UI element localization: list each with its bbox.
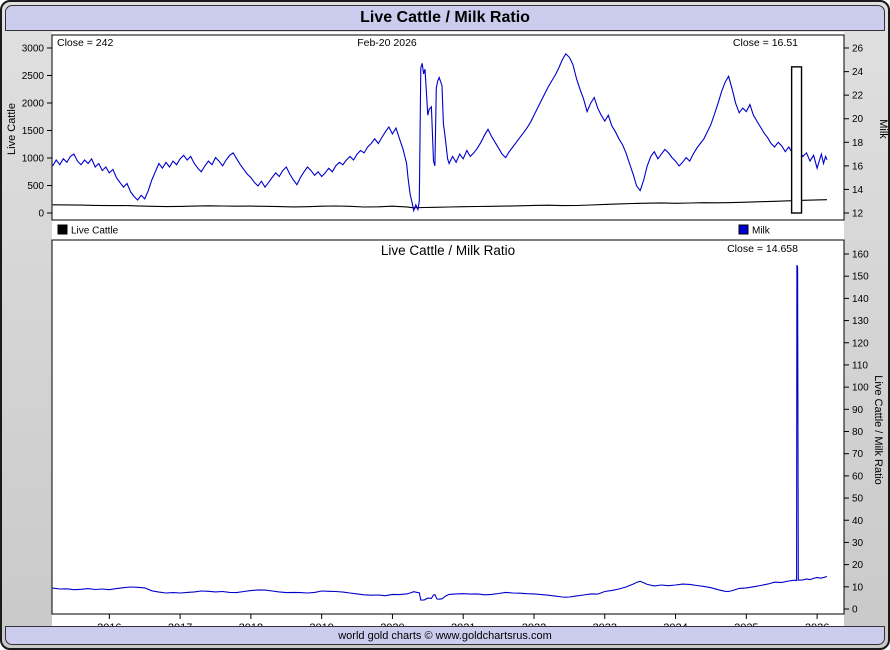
cattle-close-annotation: Close = 242 xyxy=(57,37,113,49)
milk-close-annotation: Close = 16.51 xyxy=(733,37,798,49)
y-axis-tick-label: 100 xyxy=(852,383,869,394)
y-axis-tick-label: 14 xyxy=(852,185,864,196)
y-axis-tick-label: 70 xyxy=(852,449,864,460)
y-axis-tick-label: 2000 xyxy=(22,99,45,110)
y-axis-tick-label: 20 xyxy=(852,560,864,571)
y-axis-tick-label: 10 xyxy=(852,582,864,593)
legend-swatch-live-cattle xyxy=(57,224,68,235)
y-axis-tick-label: 1500 xyxy=(22,126,45,137)
ratio-panel-title: Live Cattle / Milk Ratio xyxy=(381,243,515,258)
y-axis-tick-label: 16 xyxy=(852,161,864,172)
y-axis-tick-label: 120 xyxy=(852,338,869,349)
y-axis-tick-label: 110 xyxy=(852,360,868,371)
y-axis-tick-label: 20 xyxy=(852,114,864,125)
y-axis-tick-label: 30 xyxy=(852,538,864,549)
ratio-axis-title: Live Cattle / Milk Ratio xyxy=(872,375,884,484)
y-axis-tick-label: 160 xyxy=(852,250,869,261)
y-axis-tick-label: 24 xyxy=(852,67,864,78)
y-axis-tick-label: 50 xyxy=(852,494,864,505)
left-axis-title: Live Cattle xyxy=(6,103,18,155)
y-axis-tick-label: 2500 xyxy=(22,71,45,82)
window-title: Live Cattle / Milk Ratio xyxy=(360,9,530,26)
generated-chart-layer: 0500100015002000250030001214161820222426… xyxy=(22,32,869,634)
y-axis-tick-label: 0 xyxy=(852,605,858,616)
y-axis-tick-label: 0 xyxy=(38,209,44,220)
legend-label-live-cattle: Live Cattle xyxy=(71,226,119,237)
series-line-ratio xyxy=(52,264,828,601)
y-axis-tick-label: 500 xyxy=(27,181,44,192)
y-axis-tick-label: 1000 xyxy=(22,154,45,165)
y-axis-tick-label: 90 xyxy=(852,405,864,416)
y-axis-tick-label: 60 xyxy=(852,471,864,482)
legend-label-milk: Milk xyxy=(752,226,771,237)
y-axis-tick-label: 80 xyxy=(852,427,864,438)
ratio-close-annotation: Close = 14.658 xyxy=(727,243,798,255)
date-annotation: Feb-20 2026 xyxy=(357,37,417,49)
series-line-live-cattle xyxy=(52,199,828,209)
anomaly-box xyxy=(790,66,803,214)
y-axis-tick-label: 150 xyxy=(852,272,869,283)
footer-bar: world gold charts © www.goldchartsrus.co… xyxy=(5,626,885,645)
milk-axis-title: Milk xyxy=(877,119,889,139)
y-axis-tick-label: 22 xyxy=(852,91,864,102)
y-axis-tick-label: 130 xyxy=(852,316,869,327)
top-panel-frame xyxy=(51,34,845,221)
footer-text: world gold charts © www.goldchartsrus.co… xyxy=(338,629,552,642)
y-axis-tick-label: 140 xyxy=(852,294,869,305)
legend-swatch-milk xyxy=(738,224,749,235)
y-axis-tick-label: 26 xyxy=(852,44,864,55)
y-axis-tick-label: 3000 xyxy=(22,44,45,55)
y-axis-tick-label: 18 xyxy=(852,138,864,149)
series-line-milk xyxy=(52,53,828,213)
bottom-panel-frame xyxy=(51,239,845,615)
title-bar: Live Cattle / Milk Ratio xyxy=(5,5,885,31)
y-axis-tick-label: 12 xyxy=(852,209,864,220)
y-axis-tick-label: 40 xyxy=(852,516,864,527)
